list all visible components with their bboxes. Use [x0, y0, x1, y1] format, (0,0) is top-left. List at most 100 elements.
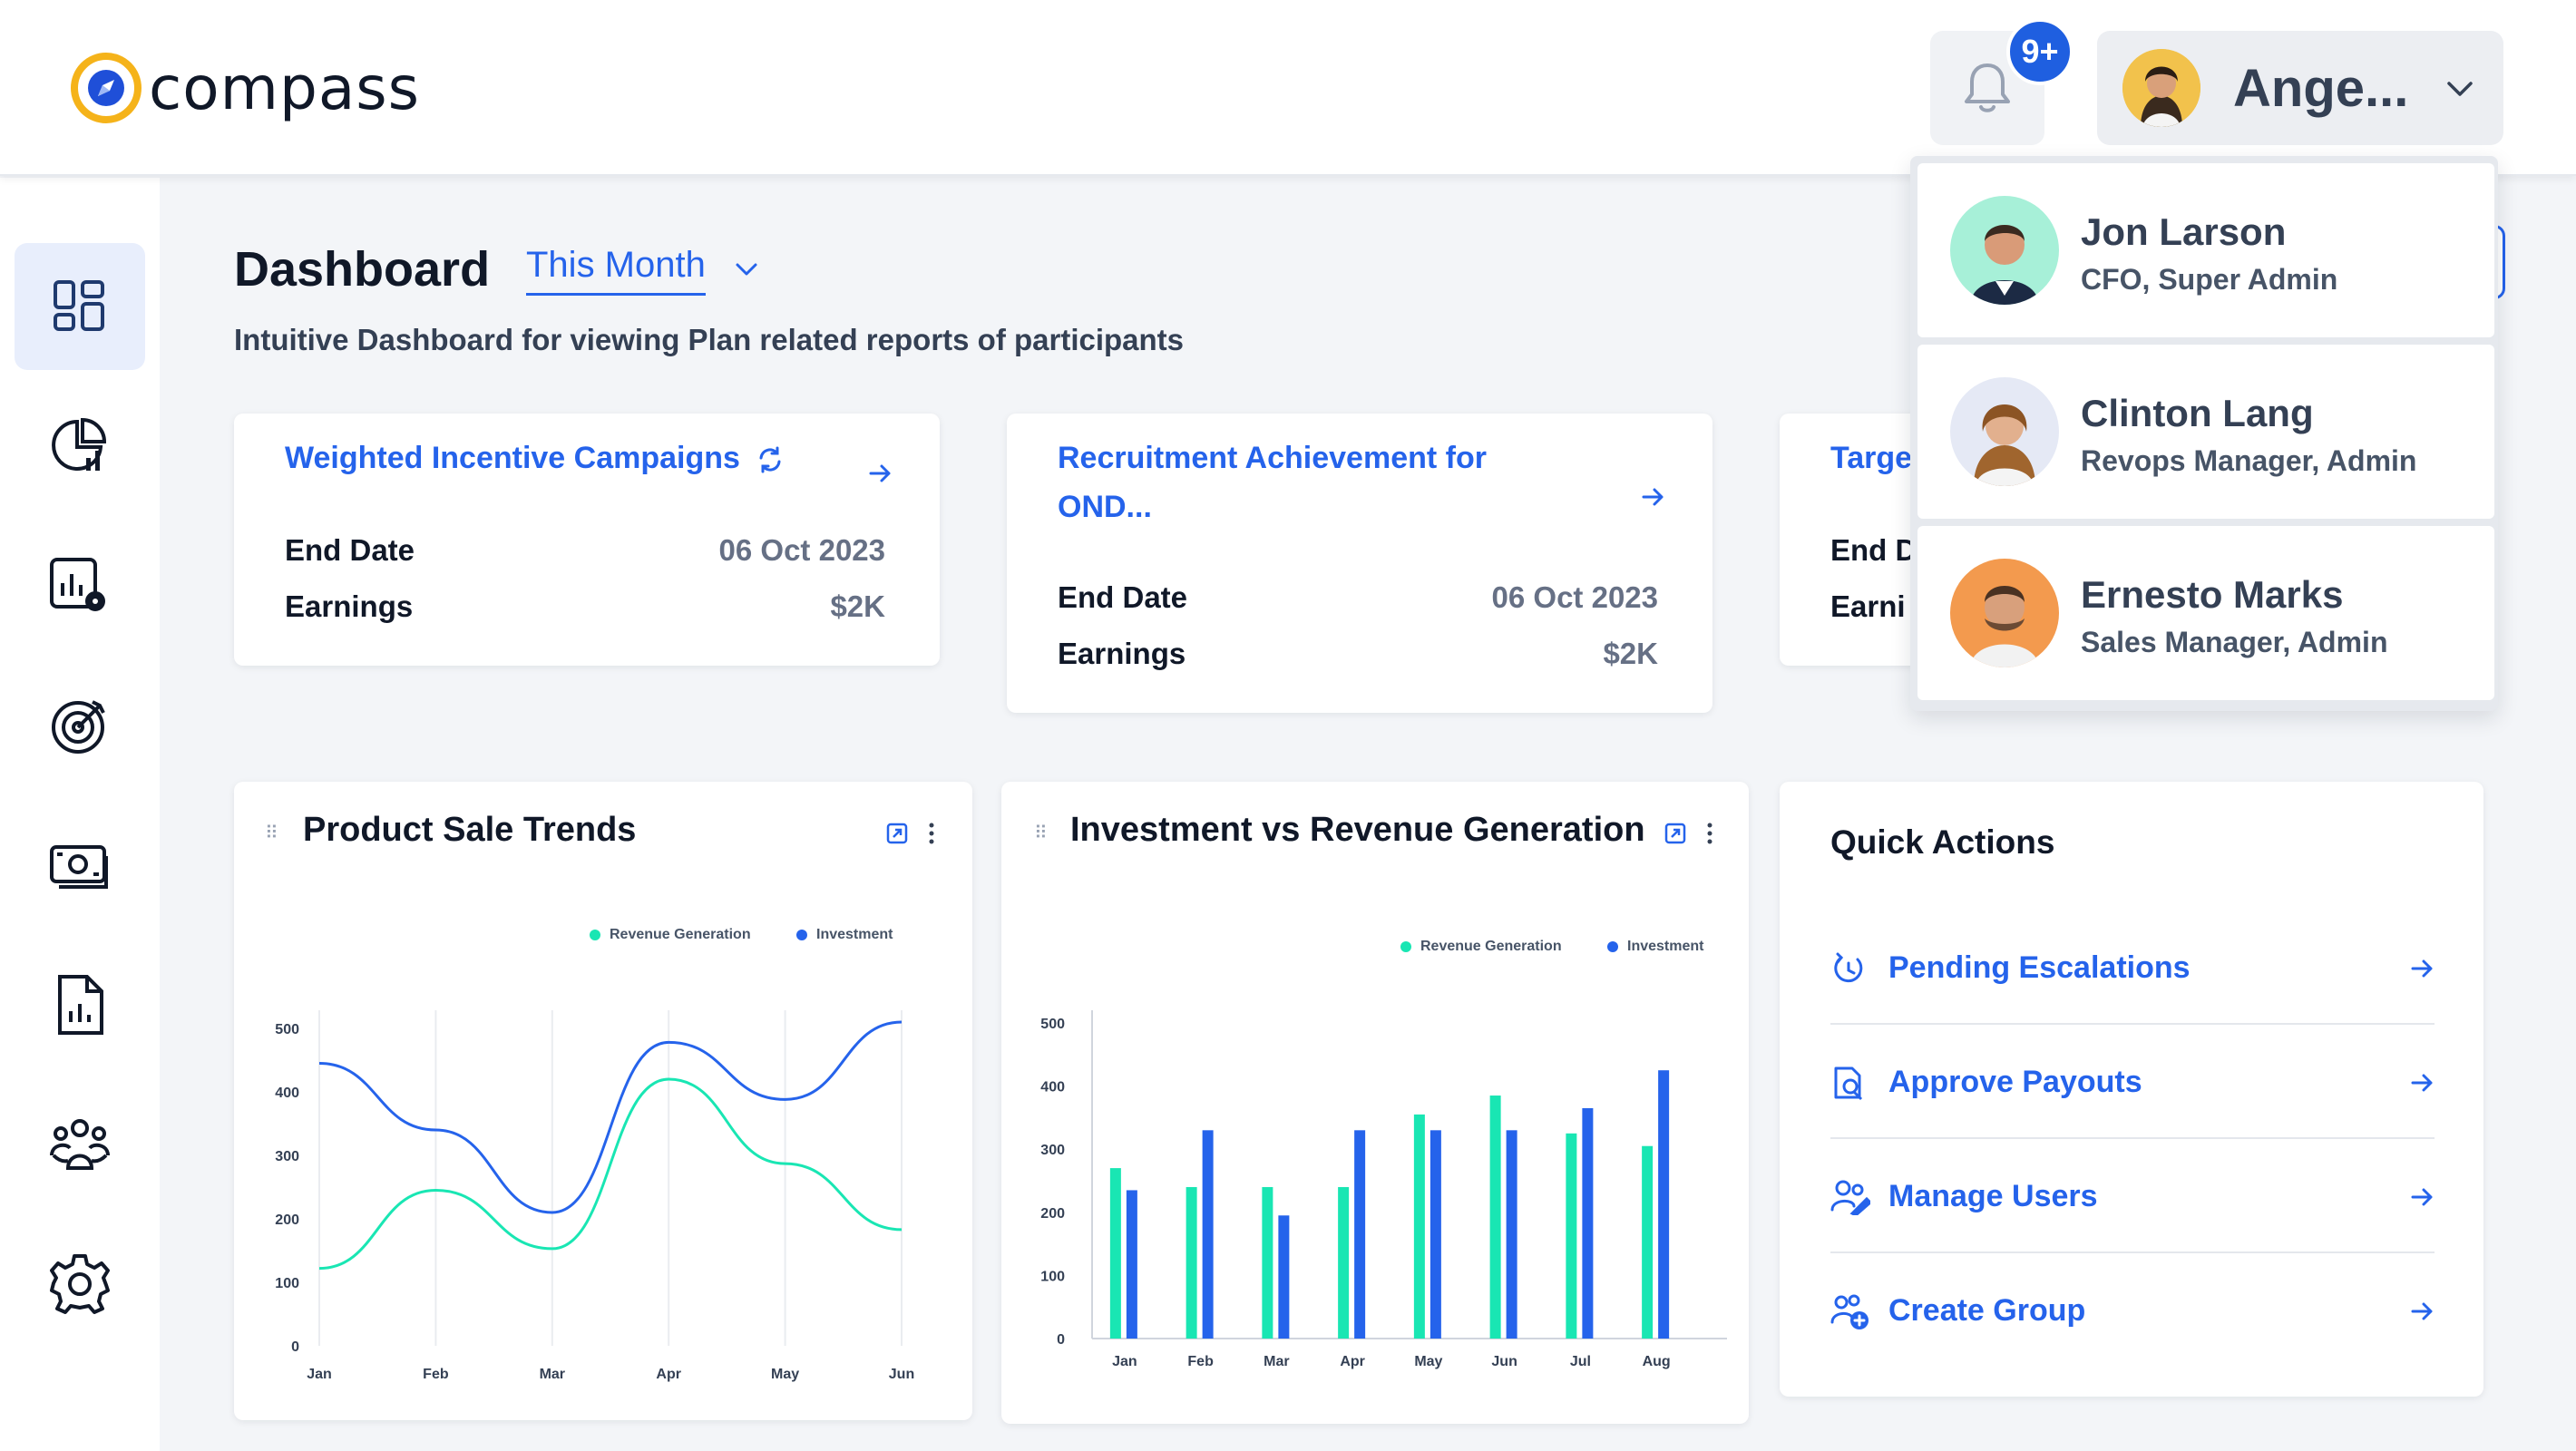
quick-actions-title: Quick Actions: [1830, 823, 2055, 861]
bar: [1582, 1107, 1594, 1339]
avatar: [2122, 49, 2200, 127]
y-tick-label: 300: [1040, 1143, 1065, 1158]
sidebar-item-users[interactable]: [15, 1081, 145, 1208]
chevron-down-icon: [2447, 82, 2473, 96]
x-tick-label: Aug: [1643, 1354, 1671, 1369]
earnings-label: Earnings: [285, 589, 414, 623]
earnings-value: $2K: [830, 589, 885, 623]
user-option-ernesto-marks[interactable]: Ernesto Marks Sales Manager, Admin: [1917, 526, 2494, 700]
campaign-card[interactable]: Weighted Incentive Campaigns End Date 06…: [234, 414, 940, 666]
x-tick-label: Jan: [307, 1367, 332, 1382]
quick-actions-widget: [1780, 782, 2483, 1397]
money-icon: [50, 845, 108, 889]
gear-icon: [50, 1254, 110, 1314]
x-tick-label: Jan: [1112, 1354, 1137, 1369]
x-tick-label: Feb: [1187, 1354, 1214, 1369]
bar: [1126, 1190, 1137, 1339]
bar: [1489, 1096, 1501, 1339]
user-switcher-dropdown: Jon Larson CFO, Super Admin Clinton Lang…: [1910, 156, 2498, 711]
x-tick-label: May: [1414, 1354, 1442, 1369]
campaign-card[interactable]: Recruitment Achievement for OND... End D…: [1007, 414, 1712, 713]
expand-icon[interactable]: [885, 822, 909, 845]
bar: [1278, 1215, 1290, 1339]
sidebar-item-reports[interactable]: [15, 383, 145, 510]
sidebar-item-dashboard[interactable]: [15, 243, 145, 370]
user-option-role: CFO, Super Admin: [2081, 263, 2338, 296]
sidebar-item-analytics-settings[interactable]: [15, 522, 145, 649]
legend-item: Investment: [796, 927, 893, 943]
more-options-icon[interactable]: [927, 822, 936, 845]
campaign-title[interactable]: Targe: [1830, 441, 1913, 475]
drag-handle-icon[interactable]: ⠿: [265, 823, 280, 843]
bar: [1202, 1130, 1214, 1339]
page-subtitle: Intuitive Dashboard for viewing Plan rel…: [234, 323, 1185, 356]
y-tick-label: 100: [1040, 1269, 1065, 1284]
user-option-role: Sales Manager, Admin: [2081, 626, 2388, 658]
user-option-name: Ernesto Marks: [2081, 573, 2344, 616]
user-option-name: Jon Larson: [2081, 210, 2287, 253]
period-select[interactable]: This Month: [526, 245, 706, 296]
quick-action-manage-users[interactable]: Manage Users: [1830, 1139, 2435, 1253]
arrow-right-icon[interactable]: [867, 461, 893, 486]
sidebar-item-settings[interactable]: [15, 1221, 145, 1348]
x-tick-label: Mar: [540, 1367, 565, 1382]
bar: [1186, 1186, 1197, 1339]
compass-logo[interactable]: compass: [71, 53, 420, 123]
earnings-value: $2K: [1603, 637, 1658, 670]
line-chart: Jan Feb Mar Apr May Jun 0 100 200 300 400 500: [275, 1010, 914, 1382]
arrow-right-icon: [2411, 1188, 2433, 1206]
sidebar-item-documents[interactable]: [15, 941, 145, 1068]
add-group-icon: [1830, 1294, 1869, 1329]
avatar: [1950, 377, 2059, 486]
bar: [1109, 1168, 1121, 1339]
sidebar-item-payouts[interactable]: [15, 802, 145, 929]
page-title: Dashboard: [234, 242, 491, 297]
quick-action-pending-escalations[interactable]: Pending Escalations: [1830, 911, 2435, 1025]
series-line: [318, 1077, 903, 1271]
quick-action-label: Manage Users: [1888, 1179, 2098, 1213]
bar: [1338, 1186, 1350, 1339]
chart-gear-icon: [50, 558, 105, 611]
bar: [1262, 1186, 1273, 1339]
earnings-label: Earnings: [1058, 637, 1186, 670]
quick-action-create-group[interactable]: Create Group: [1830, 1253, 2435, 1368]
y-tick-label: 200: [275, 1212, 299, 1228]
x-tick-label: Apr: [656, 1367, 681, 1382]
user-menu-button[interactable]: Ange...: [2097, 31, 2503, 145]
campaign-title[interactable]: Recruitment Achievement for OND...: [1058, 441, 1487, 524]
sidebar: [0, 178, 160, 1451]
avatar: [1950, 559, 2059, 667]
end-date-label: End Date: [285, 533, 415, 567]
sidebar-item-goals[interactable]: [15, 662, 145, 789]
y-tick-label: 200: [1040, 1206, 1065, 1222]
team-icon: [50, 1119, 110, 1170]
bar: [1429, 1130, 1441, 1339]
widget-title: Product Sale Trends: [303, 811, 637, 849]
more-options-icon[interactable]: [1705, 822, 1714, 845]
user-option-clinton-lang[interactable]: Clinton Lang Revops Manager, Admin: [1917, 345, 2494, 519]
approve-doc-icon: [1834, 1066, 1863, 1101]
refresh-icon[interactable]: [756, 445, 785, 474]
quick-action-approve-payouts[interactable]: Approve Payouts: [1830, 1025, 2435, 1139]
bar: [1658, 1070, 1670, 1339]
end-date-label: End D: [1830, 533, 1917, 567]
quick-action-label: Create Group: [1888, 1293, 2086, 1328]
bar: [1642, 1145, 1654, 1339]
end-date-value: 06 Oct 2023: [1491, 580, 1658, 614]
notifications-badge: 9+: [2006, 18, 2073, 85]
bar: [1506, 1130, 1517, 1339]
bell-icon: [1965, 63, 2010, 112]
y-tick-label: 300: [275, 1149, 299, 1164]
chevron-down-icon[interactable]: [733, 256, 760, 283]
campaign-title[interactable]: Weighted Incentive Campaigns: [285, 433, 785, 482]
drag-handle-icon[interactable]: ⠿: [1034, 823, 1049, 843]
user-option-role: Revops Manager, Admin: [2081, 444, 2417, 477]
arrow-right-icon[interactable]: [1640, 484, 1665, 510]
pie-chart-icon: [52, 417, 107, 471]
investment-vs-revenue-widget: ⠿ Investment vs Revenue Generation Reven…: [1001, 782, 1749, 1424]
user-option-jon-larson[interactable]: Jon Larson CFO, Super Admin: [1917, 163, 2494, 337]
expand-icon[interactable]: [1664, 822, 1687, 845]
end-date-label: End Date: [1058, 580, 1188, 614]
x-tick-label: Jun: [889, 1367, 914, 1382]
legend-item: Investment: [1607, 939, 1703, 955]
